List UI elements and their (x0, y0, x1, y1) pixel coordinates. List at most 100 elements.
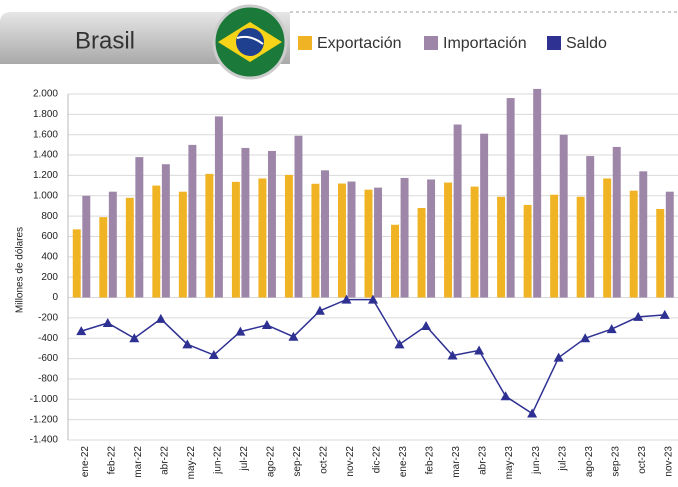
marker (527, 408, 538, 418)
marker (580, 333, 591, 343)
marker (288, 331, 299, 341)
legend-swatch (424, 36, 438, 50)
bar (125, 197, 134, 298)
x-tick-label: ago-23 (584, 446, 595, 478)
y-tick-label: -1.200 (30, 414, 59, 425)
marker (314, 305, 325, 315)
x-tick-label: may-22 (186, 446, 197, 480)
bar (391, 224, 399, 298)
x-tick-label: feb-23 (425, 446, 436, 475)
bar (347, 181, 356, 298)
bar (480, 133, 489, 298)
bar (629, 190, 638, 298)
bar (374, 187, 383, 298)
marker (182, 339, 193, 349)
y-tick-label: -200 (38, 313, 58, 324)
y-tick-label: 1.000 (33, 190, 58, 201)
bar (321, 170, 329, 298)
y-tick-label: -1.000 (30, 394, 59, 405)
chart-title: Brasil (75, 27, 135, 54)
x-tick-label: ene-23 (398, 446, 409, 478)
marker (341, 294, 352, 304)
x-tick-label: nov-22 (345, 446, 356, 477)
legend-swatch (547, 36, 561, 50)
marker (261, 320, 272, 330)
x-tick-label: sep-22 (292, 446, 303, 477)
x-tick-label: feb-22 (106, 446, 117, 475)
y-tick-label: 1.800 (33, 109, 58, 120)
bar (656, 208, 665, 298)
bar (214, 116, 223, 298)
bar (161, 164, 170, 298)
x-tick-label: nov-23 (663, 446, 674, 477)
bar (417, 207, 426, 298)
x-tick-label: jun-23 (531, 446, 542, 475)
bar (427, 179, 436, 298)
bar (550, 194, 559, 298)
bar (267, 150, 276, 298)
y-tick-label: 800 (41, 211, 58, 222)
marker (421, 321, 432, 331)
marker (474, 345, 485, 355)
x-tick-label: ene-22 (80, 446, 91, 478)
legend-swatch (298, 36, 312, 50)
y-tick-label: 1.600 (33, 129, 58, 140)
bar (337, 183, 346, 298)
y-tick-label: 600 (41, 231, 58, 242)
bar (444, 182, 453, 298)
marker (633, 311, 644, 321)
y-tick-label: 400 (41, 251, 58, 262)
x-tick-label: abr-23 (478, 446, 489, 475)
x-tick-label: abr-22 (159, 446, 170, 475)
bar (470, 186, 479, 298)
line (81, 298, 665, 415)
y-tick-label: 0 (52, 292, 58, 303)
x-tick-label: oct-23 (637, 446, 648, 474)
marker (553, 352, 564, 362)
bar (178, 191, 187, 298)
bar (311, 183, 320, 298)
y-tick-label: 2.000 (33, 89, 58, 100)
x-tick-label: sep-23 (610, 446, 621, 477)
x-tick-label: jun-22 (213, 446, 224, 475)
legend-label: Saldo (566, 35, 607, 52)
bar (364, 189, 373, 298)
bar (639, 171, 648, 298)
bar (108, 191, 117, 298)
bar (241, 147, 250, 298)
y-axis-title: Millones de dólares (15, 227, 26, 313)
marker (155, 313, 166, 323)
marker (394, 339, 405, 349)
bar (82, 195, 91, 298)
marker (129, 333, 140, 343)
marker (368, 294, 378, 304)
x-tick-label: mar-23 (451, 446, 462, 478)
x-tick-label: jul-23 (557, 446, 568, 472)
bar (603, 178, 612, 298)
legend: Exportación Importación Saldo (298, 35, 607, 52)
x-tick-label: dic-22 (372, 446, 383, 474)
bar (576, 196, 585, 298)
x-tick-label: ago-22 (266, 446, 277, 478)
marker (102, 317, 113, 327)
y-tick-label: 1.200 (33, 170, 58, 181)
marker (606, 324, 617, 334)
legend-label: Importación (443, 35, 527, 52)
marker (76, 326, 87, 336)
y-tick-label: -1.400 (30, 435, 59, 446)
bar (497, 196, 506, 298)
bar (400, 177, 409, 298)
bar (506, 98, 515, 298)
bar (258, 178, 267, 298)
bar (188, 144, 197, 298)
bar (453, 124, 462, 298)
marker (235, 326, 246, 336)
flag (212, 4, 288, 80)
x-tick-label: mar-22 (133, 446, 144, 478)
y-tick-label: 200 (41, 272, 58, 283)
marker (447, 350, 458, 360)
bar (99, 217, 108, 298)
bar (533, 88, 542, 298)
bar (231, 181, 240, 298)
